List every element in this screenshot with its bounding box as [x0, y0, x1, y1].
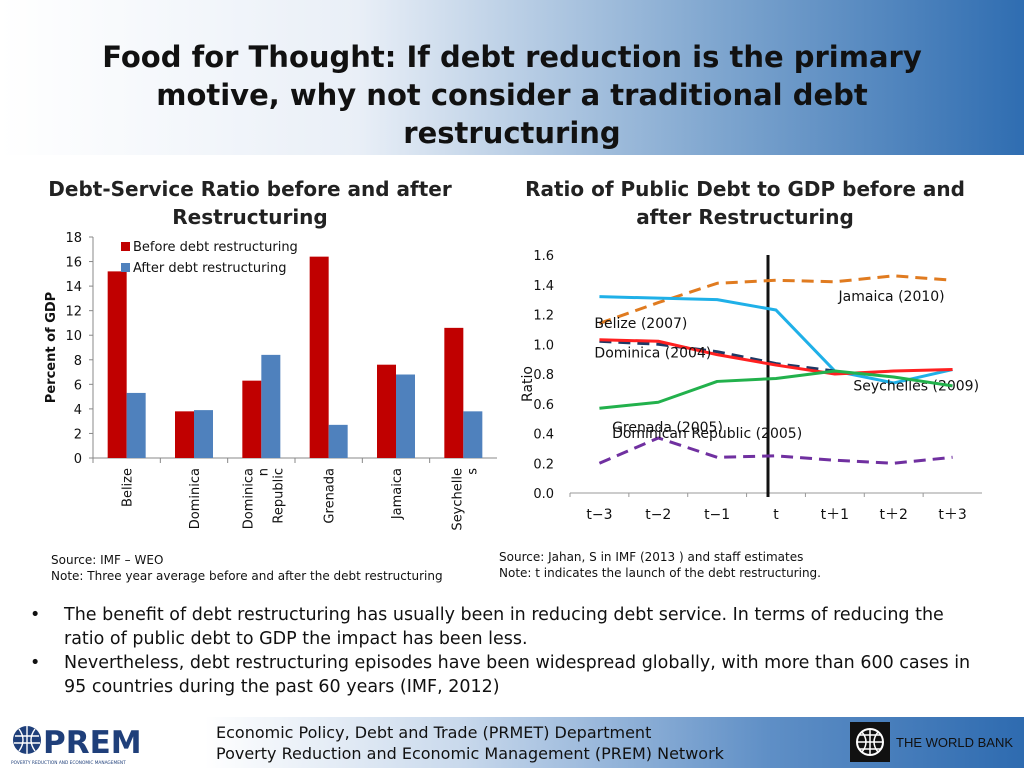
y-tick-label: 0.0 — [533, 487, 554, 502]
y-tick-label: 1.4 — [533, 279, 554, 294]
series-line — [599, 295, 953, 385]
y-tick-label: 6 — [74, 378, 82, 393]
footer-department: Economic Policy, Debt and Trade (PRMET) … — [216, 722, 724, 764]
y-tick-label: 1.6 — [533, 249, 554, 264]
x-tick-label-line: n — [256, 468, 271, 476]
series-label: Seychelles (2009) — [853, 378, 979, 394]
series-line — [599, 339, 836, 373]
series-line — [599, 369, 953, 410]
bullet-text: Nevertheless, debt restructuring episode… — [64, 653, 971, 697]
series-line — [599, 338, 953, 376]
series-label: Grenada (2005) — [612, 420, 723, 436]
y-tick-label: 16 — [65, 256, 82, 271]
x-tick-label-line: Belize — [121, 468, 136, 507]
right-source: Source: Jahan, S in IMF (2013 ) and staf… — [499, 550, 804, 564]
legend-swatch — [121, 263, 130, 272]
series-line — [598, 436, 953, 465]
y-tick-label: 4 — [74, 403, 82, 418]
footer-line-1: Economic Policy, Debt and Trade (PRMET) … — [216, 723, 652, 742]
x-tick-label-line: Republic — [271, 468, 286, 524]
x-tick-label: t＋1 — [821, 507, 849, 523]
left-note: Note: Three year average before and afte… — [51, 569, 443, 583]
x-tick-label: t−1 — [704, 507, 730, 523]
y-tick-label: 2 — [74, 427, 82, 442]
y-tick-label: 10 — [65, 329, 82, 344]
legend-swatch — [121, 242, 130, 251]
series-label: Belize (2007) — [594, 316, 687, 332]
world-bank-label: THE WORLD BANK — [896, 735, 1014, 750]
right-chart-title: Ratio of Public Debt to GDP before and a… — [525, 177, 965, 229]
bullet-item: • The benefit of debt restructuring has u… — [30, 603, 980, 651]
globe-icon — [856, 728, 884, 756]
x-tick-label: Dominica — [188, 468, 203, 529]
bar-before — [377, 364, 396, 458]
x-tick-label: Grenada — [323, 468, 338, 524]
bullet-text: The benefit of debt restructuring has us… — [64, 605, 944, 649]
left-source: Source: IMF – WEO — [51, 553, 164, 567]
x-tick-label-line: Grenada — [323, 468, 338, 524]
y-tick-label: 18 — [65, 231, 82, 246]
y-tick-label: 8 — [74, 354, 82, 369]
y-tick-label: 1.2 — [533, 309, 554, 324]
prem-globe-icon — [13, 726, 41, 754]
bar-before — [175, 411, 194, 458]
x-tick-label: t−3 — [586, 507, 612, 523]
bar-before — [107, 271, 127, 458]
debt-to-gdp-line-chart: 0.0 0.2 0.4 0.6 0.8 1.0 1.2 1.4 1.6 t−3 t−2 t−1 t t＋1… — [520, 249, 982, 523]
x-tick-label-line: Seychelle — [450, 468, 465, 531]
x-tick-label: Jamaica — [390, 468, 405, 520]
series-label: Dominica (2004) — [594, 346, 711, 362]
y-tick-label: 0.6 — [533, 398, 554, 413]
bar-before — [444, 327, 464, 458]
left-chart-title: Debt-Service Ratio before and after Rest… — [48, 177, 452, 229]
bar-after — [328, 424, 348, 458]
prem-logo: PREM POVERTY REDUCTION AND ECONOMIC MANA… — [11, 725, 142, 766]
x-tick-label: Seychelle s — [450, 468, 480, 531]
y-tick-label: 0.4 — [533, 428, 554, 443]
svg-text:PREM: PREM — [43, 725, 142, 761]
y-tick-label: 1.0 — [533, 338, 554, 353]
slide-title: Food for Thought: If debt reduction is t… — [102, 40, 922, 150]
bar-before — [242, 380, 262, 458]
x-tick-label-line: Dominica — [241, 468, 256, 529]
x-tick-label: Belize — [121, 468, 136, 507]
x-tick-label-line: s — [465, 468, 480, 475]
bar-after — [261, 354, 281, 458]
legend-label: After debt restructuring — [133, 261, 287, 276]
x-tick-label: Dominica n Republic — [241, 468, 286, 529]
x-tick-label: t — [773, 507, 779, 523]
svg-text:POVERTY REDUCTION AND ECONOMIC: POVERTY REDUCTION AND ECONOMIC MANAGEMEN… — [11, 760, 126, 766]
x-tick-label-line: Jamaica — [390, 468, 405, 520]
y-axis-label: Ratio — [520, 366, 536, 402]
x-tick-label-line: Dominica — [188, 468, 203, 529]
bullet-list: • The benefit of debt restructuring has u… — [30, 603, 980, 699]
legend-label: Before debt restructuring — [133, 240, 298, 255]
y-tick-label: 14 — [65, 280, 82, 295]
series-label: Dominican Republic (2005) — [612, 426, 802, 442]
y-axis-label: Percent of GDP — [44, 292, 59, 403]
bullet-item: • Nevertheless, debt restructuring episod… — [30, 651, 980, 699]
y-tick-label: 0.8 — [533, 368, 554, 383]
bar-after — [126, 392, 146, 458]
y-tick-label: 12 — [65, 305, 82, 320]
series-label: Jamaica (2010) — [838, 289, 945, 305]
right-note: Note: t indicates the launch of the debt… — [499, 566, 821, 580]
x-tick-label: t−2 — [645, 507, 671, 523]
y-tick-label: 0 — [74, 452, 82, 467]
x-tick-label: t＋2 — [880, 507, 908, 523]
world-bank-logo — [850, 722, 890, 762]
bar-before — [309, 256, 329, 458]
x-tick-label: t＋3 — [938, 507, 966, 523]
bar-after — [396, 374, 415, 458]
slide-header — [0, 0, 1024, 155]
series-line — [598, 274, 953, 325]
bar-after — [194, 410, 213, 458]
bar-after — [463, 411, 483, 458]
y-tick-label: 0.2 — [533, 457, 554, 472]
footer-line-2: Poverty Reduction and Economic Managemen… — [216, 744, 724, 763]
